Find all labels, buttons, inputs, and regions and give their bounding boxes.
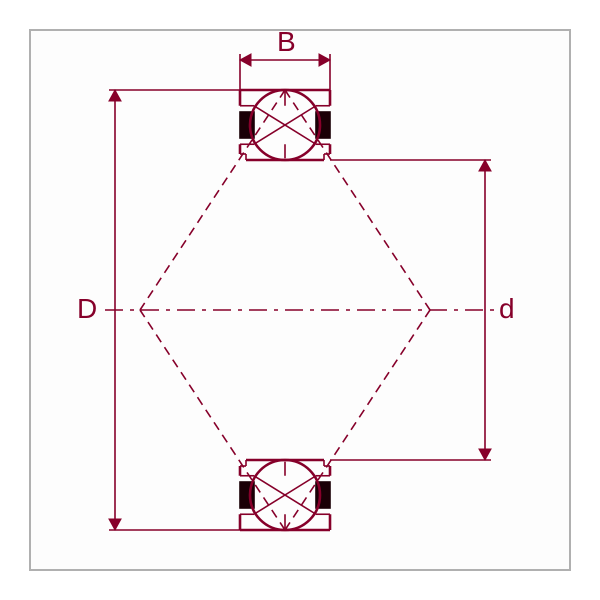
label-outer-diameter: D bbox=[77, 293, 97, 325]
label-width: B bbox=[277, 26, 296, 58]
label-bore-diameter: d bbox=[499, 293, 515, 325]
diagram-stage: D d B bbox=[0, 0, 600, 600]
